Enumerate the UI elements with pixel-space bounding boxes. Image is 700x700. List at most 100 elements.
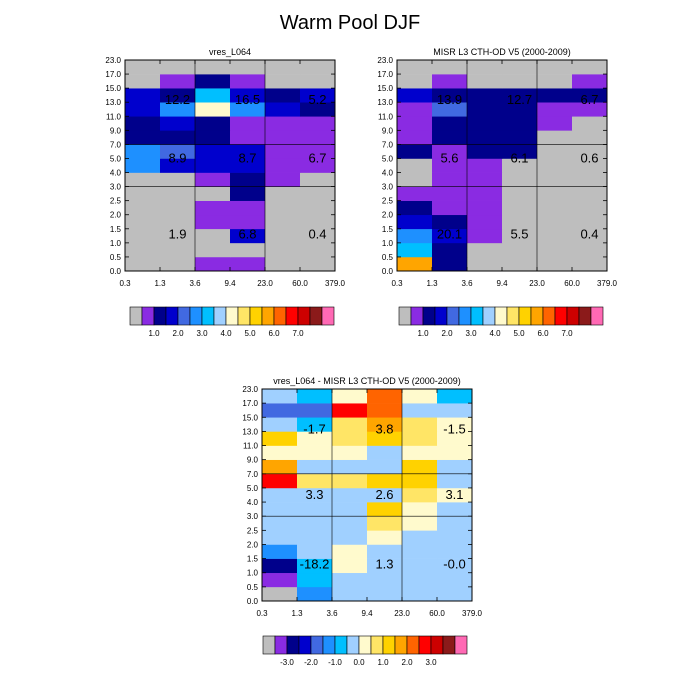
heatmap-cell: [367, 558, 403, 574]
heatmap-cell: [397, 60, 433, 75]
heatmap-cell: [300, 158, 336, 173]
heatmap-cell: [125, 256, 161, 272]
heatmap-cell: [160, 256, 196, 272]
heatmap-cell: [397, 214, 433, 230]
heatmap-cell: [265, 88, 301, 103]
colorbar-swatch: [418, 635, 432, 655]
heatmap-cell: [572, 214, 608, 230]
heatmap-cell: [230, 88, 266, 103]
heatmap-cell: [230, 102, 266, 117]
colorbar-swatch: [262, 635, 276, 655]
heatmap-cell: [300, 200, 336, 216]
heatmap-cell: [125, 74, 161, 89]
y-tick-label: 13.0: [105, 98, 121, 107]
heatmap-cell: [437, 530, 473, 545]
heatmap-cell: [432, 256, 468, 272]
heatmap-cell: [265, 256, 301, 272]
heatmap-cell: [230, 60, 266, 75]
heatmap-cell: [397, 242, 433, 258]
data-label: 0.4: [308, 226, 326, 241]
heatmap-cell: [537, 228, 573, 244]
heatmap-cell: [262, 516, 298, 531]
colorbar-swatch: [370, 635, 384, 655]
heatmap-cell: [467, 102, 503, 117]
heatmap-cell: [297, 544, 333, 559]
heatmap-cell: [262, 431, 298, 446]
colorbar-swatch: [249, 306, 263, 326]
heatmap-cell: [572, 74, 608, 89]
colorbar-swatch: [189, 306, 203, 326]
heatmap-cell: [402, 516, 438, 531]
heatmap-cell: [437, 473, 473, 489]
heatmap-cell: [262, 487, 298, 503]
y-tick-label: 7.0: [110, 140, 122, 149]
heatmap-cell: [367, 530, 403, 545]
x-tick-label: 60.0: [429, 609, 445, 618]
heatmap-cell: [125, 60, 161, 75]
heatmap-cell: [160, 242, 196, 258]
x-tick-label: 23.0: [529, 279, 545, 288]
heatmap-cell: [230, 116, 266, 131]
heatmap-cell: [332, 389, 368, 404]
colorbar-swatch: [442, 635, 456, 655]
heatmap-cell: [300, 186, 336, 201]
heatmap-cell: [537, 60, 573, 75]
heatmap-cell: [195, 200, 231, 216]
colorbar-swatch: [165, 306, 179, 326]
heatmap-cell: [195, 186, 231, 201]
heatmap-cell: [437, 516, 473, 531]
heatmap-cell: [502, 88, 538, 103]
colorbar-swatch: [225, 306, 239, 326]
heatmap-cell: [437, 558, 473, 574]
heatmap-cell: [367, 572, 403, 588]
heatmap-cell: [537, 116, 573, 131]
heatmap-cell: [537, 144, 573, 159]
heatmap-cell: [397, 256, 433, 272]
y-tick-label: 1.0: [382, 239, 394, 248]
heatmap-cell: [467, 88, 503, 103]
heatmap-cell: [230, 186, 266, 201]
y-tick-label: 15.0: [105, 84, 121, 93]
data-label: 5.2: [308, 92, 326, 107]
heatmap-cell: [230, 228, 266, 244]
heatmap-cell: [332, 516, 368, 531]
heatmap-cell: [437, 487, 473, 503]
heatmap-cell: [572, 102, 608, 117]
heatmap-cell: [572, 60, 608, 75]
y-tick-label: 0.5: [247, 583, 259, 592]
heatmap-cell: [300, 144, 336, 159]
x-tick-label: 60.0: [564, 279, 580, 288]
heatmap-cell: [467, 200, 503, 216]
heatmap-cell: [367, 487, 403, 503]
heatmap-cell: [502, 256, 538, 272]
heatmap-cell: [125, 242, 161, 258]
heatmap-cell: [125, 228, 161, 244]
heatmap-cell: [537, 214, 573, 230]
heatmap-cell: [367, 431, 403, 446]
heatmap-cell: [572, 242, 608, 258]
heatmap-cell: [230, 172, 266, 187]
heatmap-cell: [230, 256, 266, 272]
heatmap-cell: [195, 144, 231, 159]
colorbar-swatch: [566, 306, 580, 326]
heatmap-cell: [262, 530, 298, 545]
data-label: 1.9: [168, 226, 186, 241]
heatmap-cell: [572, 200, 608, 216]
heatmap-cell: [537, 158, 573, 173]
heatmap-cell: [397, 158, 433, 173]
heatmap-cell: [572, 228, 608, 244]
heatmap-cell: [537, 200, 573, 216]
x-tick-label: 60.0: [292, 279, 308, 288]
heatmap-cell: [195, 116, 231, 131]
heatmap-cell: [195, 228, 231, 244]
data-label: 5.6: [440, 151, 458, 166]
heatmap-cell: [502, 158, 538, 173]
heatmap-cell: [437, 389, 473, 404]
data-label: 12.2: [165, 92, 190, 107]
heatmap-cell: [397, 88, 433, 103]
heatmap-cell: [467, 116, 503, 131]
heatmap-cell: [402, 389, 438, 404]
heatmap-cell: [195, 172, 231, 187]
x-tick-label: 0.3: [391, 279, 403, 288]
